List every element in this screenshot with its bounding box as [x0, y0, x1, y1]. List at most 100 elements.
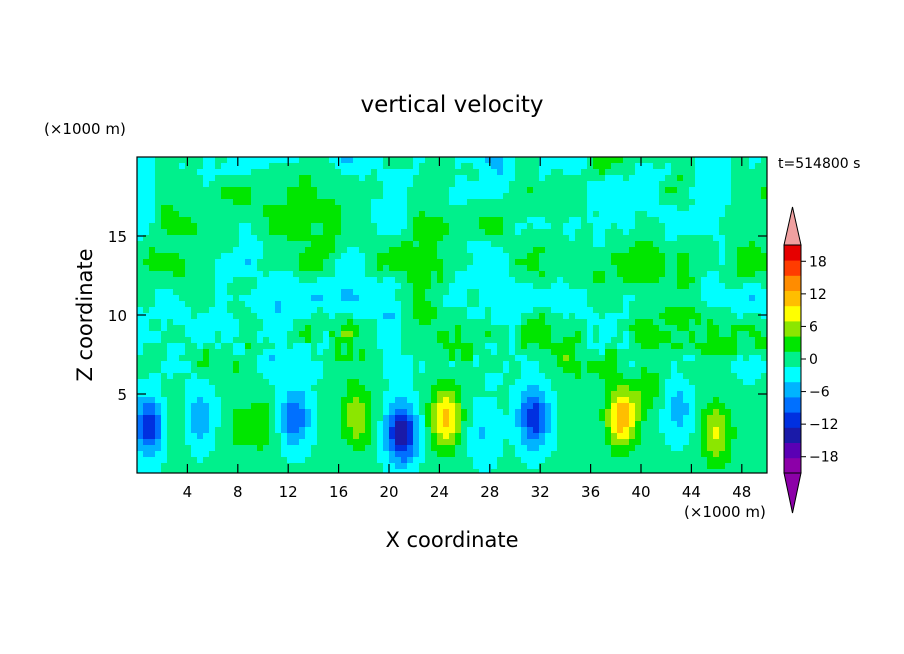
field-cell [635, 217, 642, 224]
field-cell [503, 241, 510, 248]
field-cell [653, 337, 660, 344]
field-cell [725, 295, 732, 302]
field-cell [485, 181, 492, 188]
field-cell [233, 289, 240, 296]
field-cell [161, 181, 168, 188]
field-cell [743, 391, 750, 398]
field-cell [761, 313, 767, 320]
field-cell [575, 355, 582, 362]
field-cell [473, 391, 480, 398]
field-cell [623, 397, 630, 404]
field-cell [479, 421, 486, 428]
field-cell [449, 211, 456, 218]
field-cell [167, 163, 174, 170]
field-cell [467, 211, 474, 218]
field-cell [491, 433, 498, 440]
field-cell [227, 259, 234, 266]
field-cell [491, 319, 498, 326]
field-cell [311, 379, 318, 386]
field-cell [335, 331, 342, 338]
field-cell [575, 211, 582, 218]
field-cell [467, 433, 474, 440]
field-cell [743, 367, 750, 374]
field-cell [185, 169, 192, 176]
field-cell [485, 235, 492, 242]
field-cell [347, 223, 354, 230]
field-cell [209, 199, 216, 206]
field-cell [653, 169, 660, 176]
field-cell [533, 391, 540, 398]
field-cell [317, 307, 324, 314]
field-cell [263, 211, 270, 218]
field-cell [689, 229, 696, 236]
field-cell [431, 325, 438, 332]
field-cell [677, 229, 684, 236]
field-cell [593, 229, 600, 236]
field-cell [317, 187, 324, 194]
field-cell [197, 247, 204, 254]
field-cell [209, 325, 216, 332]
field-cell [431, 259, 438, 266]
field-cell [149, 307, 156, 314]
field-cell [539, 385, 546, 392]
field-cell [539, 283, 546, 290]
field-cell [353, 397, 360, 404]
field-cell [299, 181, 306, 188]
field-cell [137, 439, 144, 446]
field-cell [557, 415, 564, 422]
field-cell [755, 385, 762, 392]
field-cell [233, 259, 240, 266]
field-cell [389, 331, 396, 338]
field-cell [707, 259, 714, 266]
field-cell [725, 277, 732, 284]
field-cell [473, 169, 480, 176]
field-cell [347, 367, 354, 374]
field-cell [659, 361, 666, 368]
field-cell [377, 163, 384, 170]
field-cell [365, 283, 372, 290]
field-cell [641, 169, 648, 176]
field-cell [491, 235, 498, 242]
field-cell [695, 343, 702, 350]
field-cell [485, 253, 492, 260]
field-cell [659, 211, 666, 218]
field-cell [209, 157, 216, 164]
field-cell [371, 367, 378, 374]
field-cell [179, 391, 186, 398]
field-cell [539, 271, 546, 278]
field-cell [467, 277, 474, 284]
field-cell [545, 433, 552, 440]
field-cell [377, 409, 384, 416]
field-cell [737, 391, 744, 398]
field-cell [419, 385, 426, 392]
field-cell [527, 289, 534, 296]
field-cell [701, 331, 708, 338]
field-cell [611, 205, 618, 212]
field-cell [701, 367, 708, 374]
field-cell [635, 181, 642, 188]
field-cell [227, 187, 234, 194]
field-cell [359, 187, 366, 194]
field-cell [467, 313, 474, 320]
field-cell [179, 157, 186, 164]
field-cell [473, 229, 480, 236]
field-cell [575, 319, 582, 326]
field-cell [713, 307, 720, 314]
field-cell [227, 193, 234, 200]
field-cell [227, 295, 234, 302]
field-cell [173, 259, 180, 266]
field-cell [311, 211, 318, 218]
field-cell [365, 373, 372, 380]
field-cell [623, 247, 630, 254]
field-cell [485, 283, 492, 290]
field-cell [149, 325, 156, 332]
field-cell [257, 211, 264, 218]
field-cell [173, 205, 180, 212]
field-cell [455, 373, 462, 380]
field-cell [215, 331, 222, 338]
field-cell [617, 373, 624, 380]
field-cell [623, 289, 630, 296]
field-cell [623, 169, 630, 176]
field-cell [473, 385, 480, 392]
field-cell [383, 319, 390, 326]
